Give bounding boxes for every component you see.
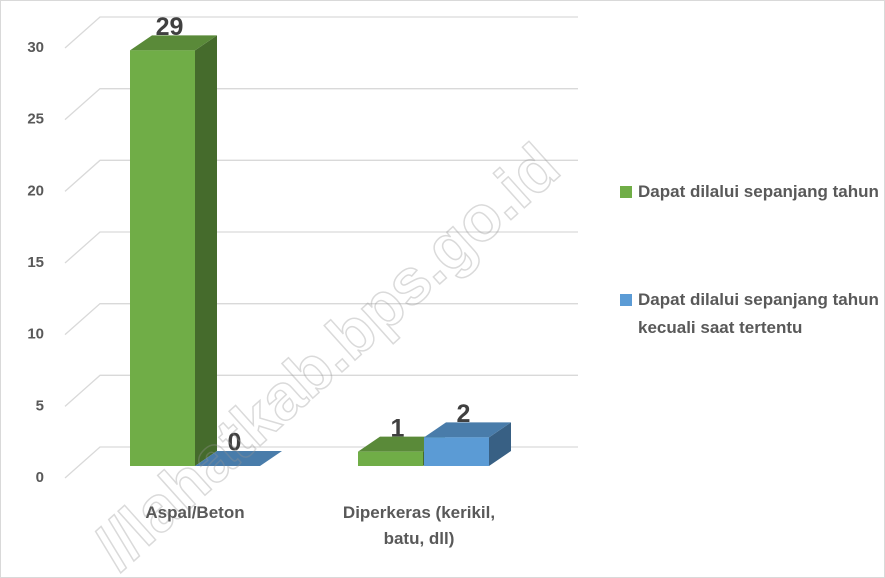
grid-line	[64, 88, 578, 121]
bar	[195, 451, 282, 466]
data-label: 29	[156, 13, 184, 41]
bar-front	[358, 451, 423, 466]
grid-line	[64, 303, 578, 336]
bar-side	[195, 35, 217, 466]
bar	[130, 35, 217, 466]
y-tick-label: 30	[27, 39, 44, 56]
legend-swatch	[620, 294, 632, 306]
legend-item: Dapat dilalui sepanjang tahun	[620, 178, 880, 206]
y-tick-label: 10	[27, 326, 44, 343]
y-tick-label: 15	[27, 254, 44, 271]
grid-line	[64, 374, 578, 407]
y-tick-label: 25	[27, 111, 44, 128]
bar-top	[130, 35, 217, 51]
bar	[424, 422, 511, 466]
legend-item: Dapat dilalui sepanjang tahun kecuali sa…	[620, 286, 880, 342]
legend-swatch	[620, 186, 632, 198]
data-label: 1	[391, 414, 405, 442]
bar-top	[358, 436, 445, 452]
y-tick-label: 5	[36, 397, 44, 414]
data-label: 0	[228, 429, 242, 457]
y-tick-label: 20	[27, 182, 44, 199]
bar-top	[195, 451, 282, 466]
grid-line	[64, 231, 578, 264]
grid-line	[64, 159, 578, 192]
y-tick-label: 0	[36, 469, 44, 486]
bar-front	[424, 437, 489, 466]
x-tick-label: Aspal/Beton	[145, 503, 245, 522]
bar-top	[424, 422, 511, 438]
x-tick-label: Diperkeras (kerikil, batu, dll)	[342, 503, 496, 548]
legend-label: Dapat dilalui sepanjang tahun kecuali sa…	[638, 290, 879, 337]
grid-line	[64, 16, 578, 49]
data-label: 2	[457, 400, 471, 428]
bar-front	[130, 50, 195, 466]
legend-label: Dapat dilalui sepanjang tahun	[638, 182, 879, 201]
bar-side	[489, 422, 511, 466]
